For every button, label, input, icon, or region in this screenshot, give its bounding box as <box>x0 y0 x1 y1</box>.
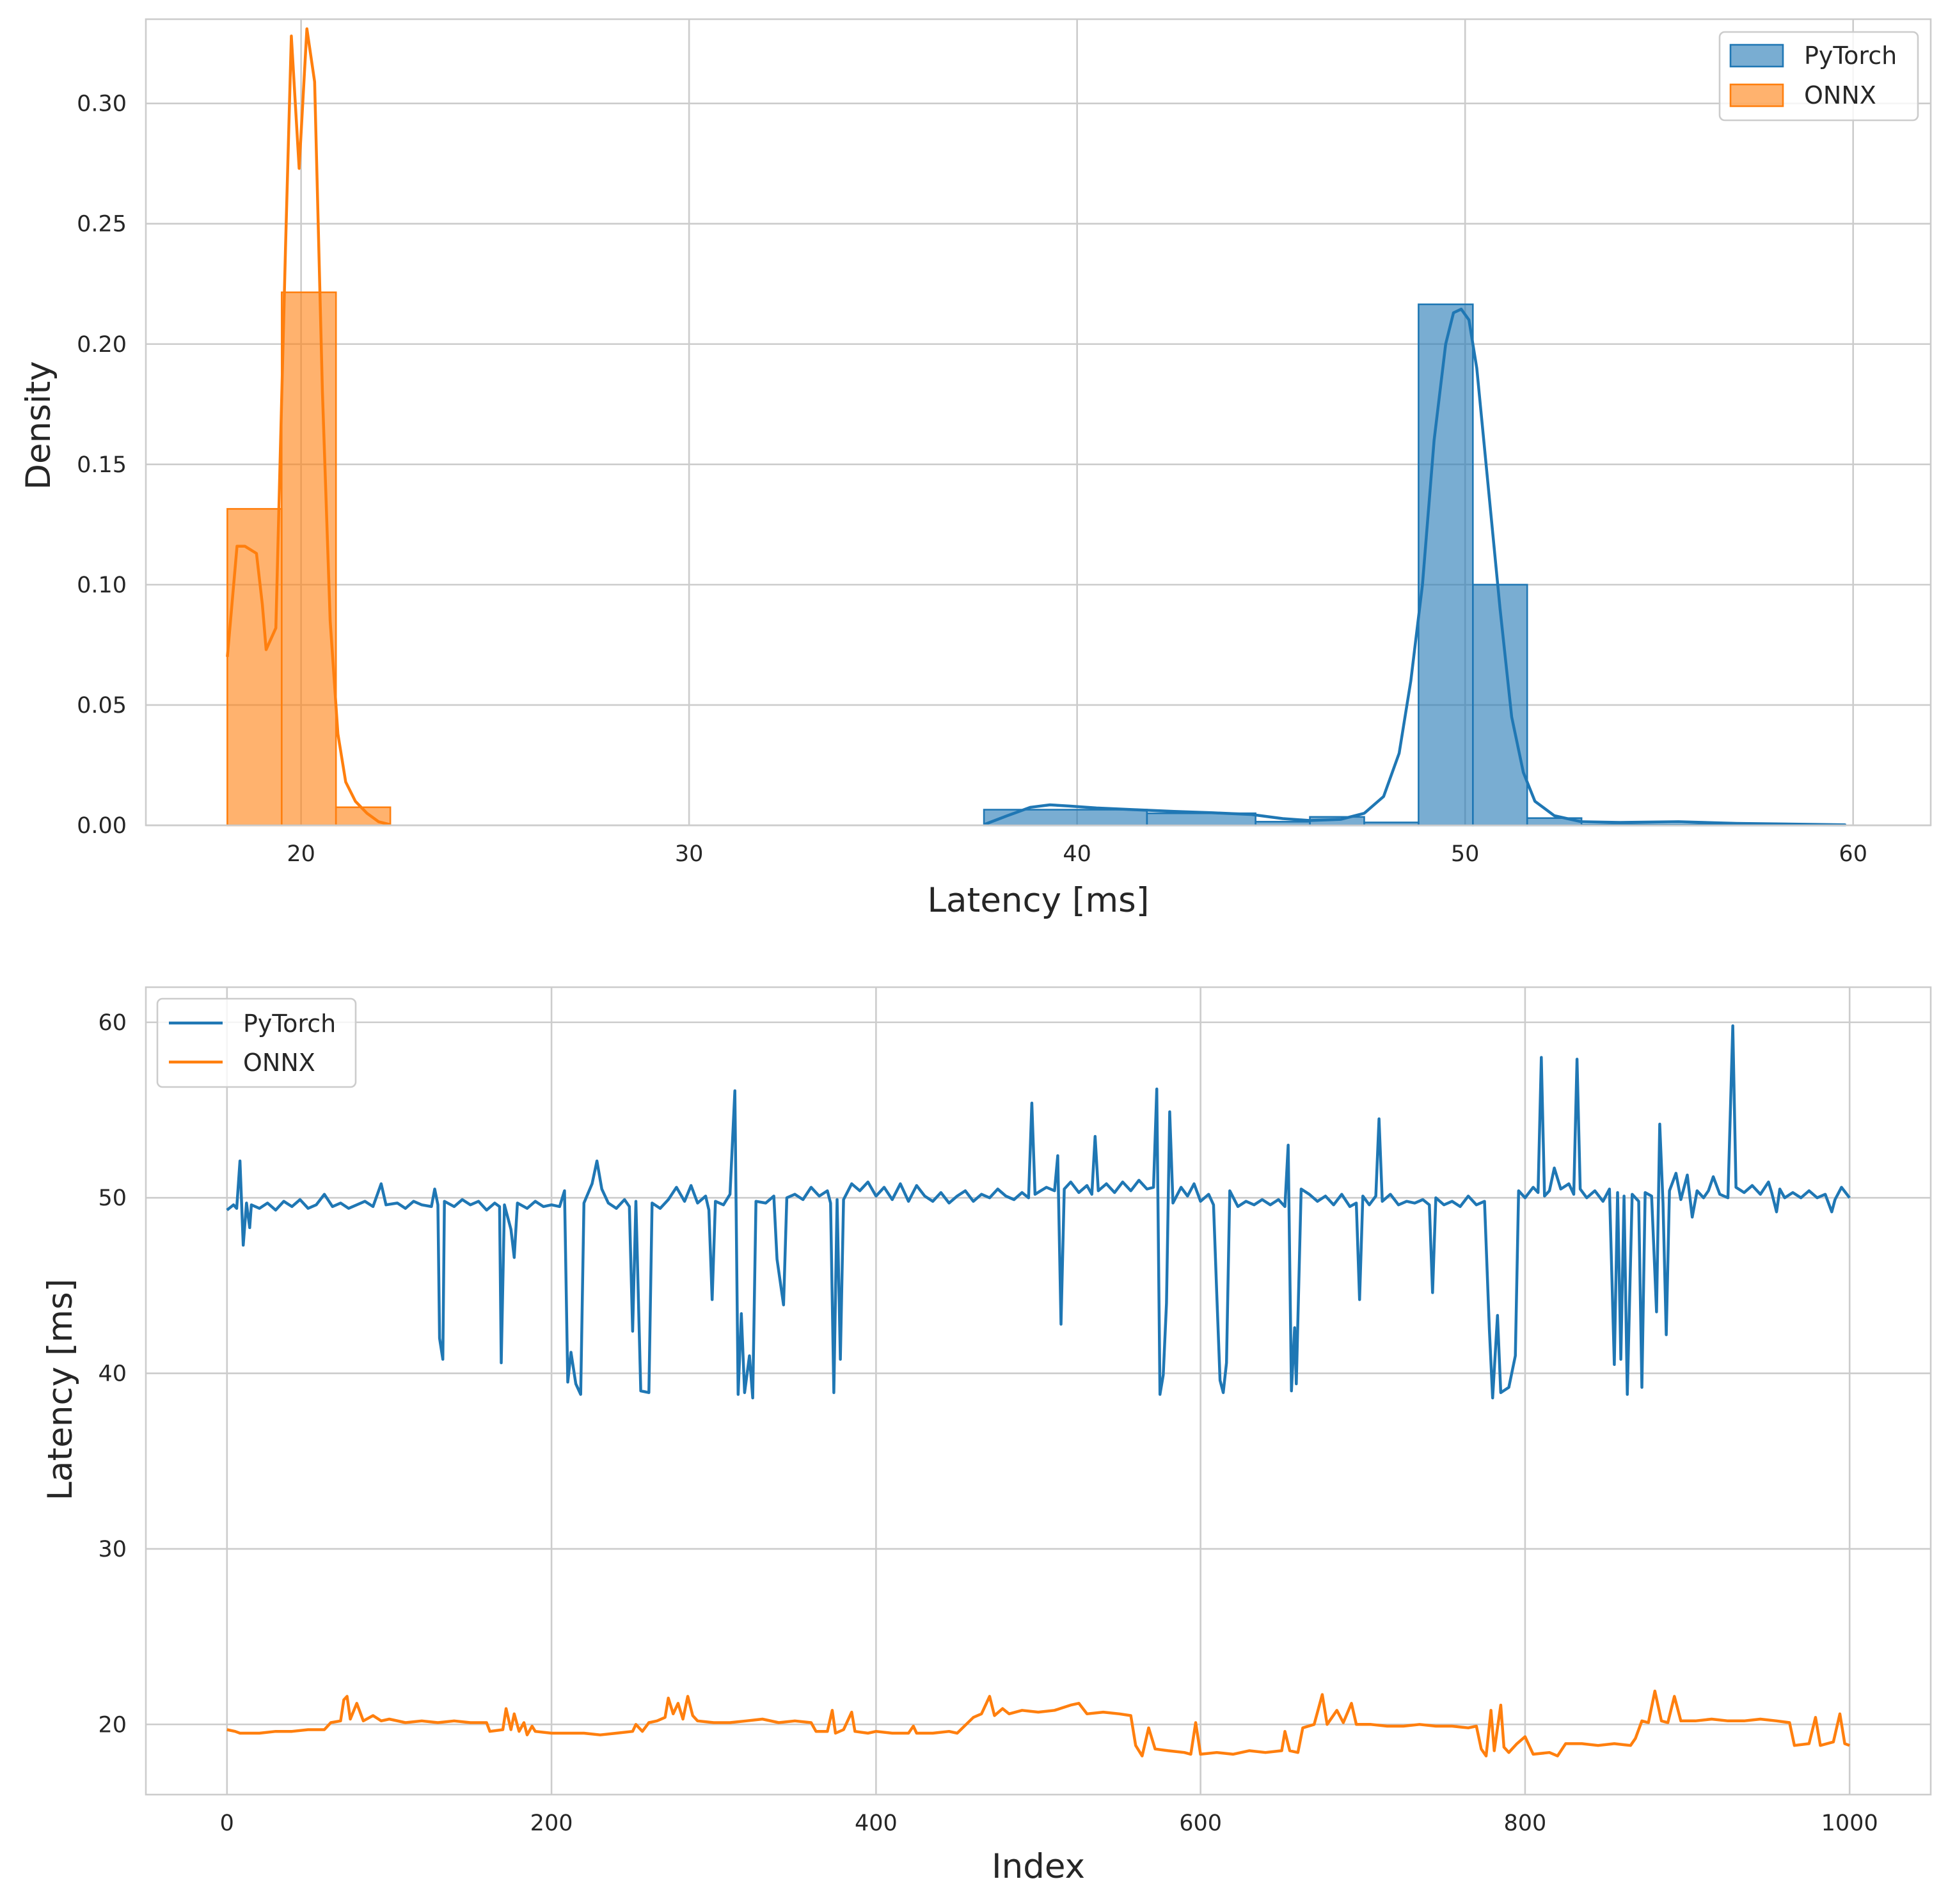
line-y-tick-label: 30 <box>98 1537 127 1562</box>
hist-x-tick-label: 30 <box>675 841 704 867</box>
legend-label-onnx: ONNX <box>1804 81 1876 109</box>
hist-y-tick-label: 0.30 <box>77 91 127 117</box>
legend-swatch-onnx <box>1729 83 1784 107</box>
legend-label-onnx-line: ONNX <box>243 1049 315 1077</box>
hist-y-tick-label: 0.05 <box>77 693 127 718</box>
line-x-tick-labels: 0 200 400 600 800 1000 <box>220 1811 1878 1836</box>
line-series-lines <box>226 1024 1851 1757</box>
line-x-tick-label: 0 <box>220 1811 234 1836</box>
histogram-bar-pytorch <box>1472 583 1528 827</box>
kde-curve-pytorch <box>983 307 1846 827</box>
hist-y-tick-label: 0.15 <box>77 452 127 478</box>
histogram-bar-pytorch <box>983 809 1148 827</box>
line-y-tick-label: 40 <box>98 1361 127 1387</box>
kde-curve-onnx <box>226 27 391 827</box>
hist-y-tick-label: 0.25 <box>77 212 127 237</box>
line-x-tick-label: 400 <box>855 1811 898 1836</box>
line-y-tick-label: 50 <box>98 1186 127 1211</box>
legend-swatch-pytorch <box>1729 44 1784 68</box>
series-line-onnx <box>226 1689 1850 1757</box>
histogram-kde-lines <box>226 27 1846 827</box>
line-y-axis-label: Latency [ms] <box>41 1279 80 1501</box>
legend-label-pytorch: PyTorch <box>1804 42 1897 70</box>
line-y-tick-labels: 20 30 40 50 60 <box>98 1010 127 1738</box>
histogram-frame <box>145 18 1932 827</box>
histogram-legend: PyTorch ONNX <box>1718 31 1919 122</box>
series-line-pytorch <box>226 1024 1851 1400</box>
histogram-x-tick-labels: 20 30 40 50 60 <box>287 841 1867 867</box>
histogram-panel: 20 30 40 50 60 0.000.050.100.150.200.250.30 … <box>19 18 1932 920</box>
hist-y-tick-label: 0.10 <box>77 573 127 598</box>
hist-y-tick-label: 0.20 <box>77 332 127 358</box>
line-frame <box>145 986 1932 1796</box>
line-x-tick-label: 1000 <box>1821 1811 1878 1836</box>
histogram-y-axis-label: Density <box>19 361 58 490</box>
line-y-tick-label: 60 <box>98 1010 127 1036</box>
hist-x-tick-label: 60 <box>1839 841 1867 867</box>
line-legend: PyTorch ONNX <box>156 997 357 1088</box>
line-x-tick-label: 200 <box>530 1811 573 1836</box>
line-panel: 0 200 400 600 800 1000 20 30 40 50 60 Index Laten… <box>41 986 1932 1886</box>
line-x-axis-label: Index <box>992 1847 1085 1886</box>
line-y-tick-label: 20 <box>98 1712 127 1738</box>
hist-y-tick-label: 0.00 <box>77 813 127 839</box>
line-x-tick-label: 800 <box>1504 1811 1547 1836</box>
legend-label-pytorch-line: PyTorch <box>243 1010 336 1038</box>
histogram-bar-pytorch <box>1418 303 1474 827</box>
hist-x-tick-label: 50 <box>1451 841 1480 867</box>
line-legend-box <box>156 997 357 1088</box>
hist-x-tick-label: 40 <box>1063 841 1091 867</box>
line-x-tick-label: 600 <box>1179 1811 1222 1836</box>
histogram-y-tick-labels: 0.00 0.05 0.10 0.15 0.20 0.25 0.30 <box>77 91 127 839</box>
histogram-x-axis-label: Latency [ms] <box>928 881 1150 920</box>
hist-x-tick-label: 20 <box>287 841 315 867</box>
